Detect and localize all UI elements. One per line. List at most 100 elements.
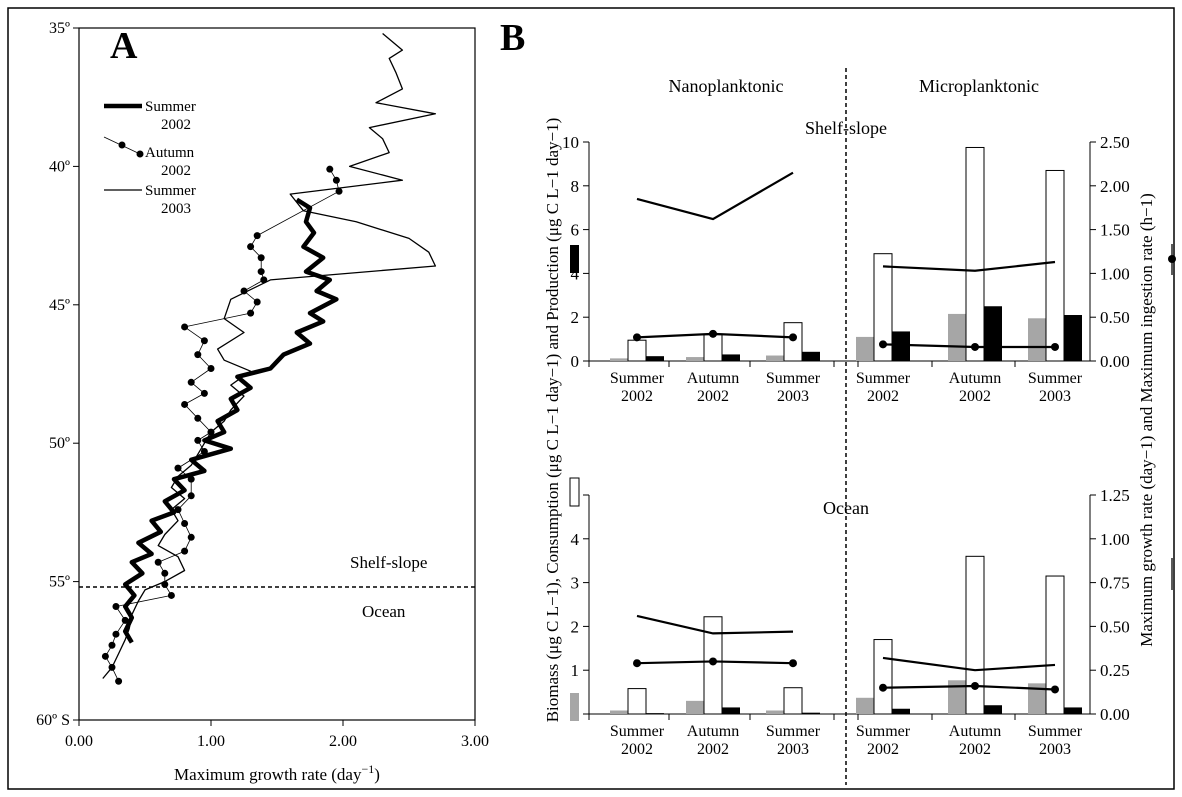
data-point-autumn-2002 (187, 492, 195, 500)
data-point-autumn-2002 (161, 569, 169, 577)
panel-b-lines (633, 171, 1059, 694)
data-point-autumn-2002 (200, 448, 208, 456)
data-point-autumn-2002 (112, 630, 120, 638)
data-point-autumn-2002 (257, 254, 265, 262)
panel-b-right-axis-label: Maximum growth rate (day−1) and Maximum … (1137, 193, 1156, 647)
row-label-shelf-slope: Shelf-slope (805, 118, 887, 138)
group-label-line1: Summer (610, 723, 665, 740)
bar-biomass (610, 358, 628, 361)
data-point-autumn-2002 (200, 389, 208, 397)
bar-production (722, 354, 740, 361)
bar-production (802, 712, 820, 714)
data-point-autumn-2002 (154, 558, 162, 566)
legend-label-autumn-2002-line2: 2002 (161, 163, 191, 179)
series-line-summer-2002 (122, 197, 339, 644)
panel-a-y-axis: 35º 40º 45º 50º 55º 60º S (36, 20, 79, 729)
bar-production (646, 356, 664, 361)
legend-swatch-consumption (569, 477, 580, 507)
bar-production (646, 713, 664, 714)
group-label-line1: Autumn (687, 723, 739, 740)
data-point-autumn-2002 (108, 641, 116, 649)
data-point-autumn-2002 (253, 298, 261, 306)
left-y-tick-label: 4 (571, 530, 580, 549)
y-tick-label: 55º (49, 574, 70, 591)
point-max-ingestion-rate (789, 659, 797, 668)
column-label-nanoplanktonic: Nanoplanktonic (669, 76, 784, 96)
legend-label-summer-2002-line2: 2002 (161, 117, 191, 133)
group-label-line2: 2002 (697, 388, 729, 405)
region-label-ocean: Ocean (362, 602, 406, 621)
group-label-line1: Summer (1028, 370, 1083, 387)
bar-consumption (965, 555, 985, 715)
panel-a-letter: A (110, 25, 138, 67)
group-label-line2: 2003 (777, 741, 809, 758)
data-point-autumn-2002 (174, 464, 182, 472)
group-label-line1: Autumn (687, 370, 739, 387)
y-tick-label: 35º (49, 20, 70, 37)
point-max-ingestion-rate (633, 333, 641, 342)
line-max-growth-rate (636, 171, 794, 221)
right-y-tick-label: 0.50 (1100, 308, 1130, 327)
legend-label-summer-2003-line1: Summer (145, 183, 196, 199)
data-point-autumn-2002 (335, 187, 343, 195)
data-point-autumn-2002 (247, 243, 255, 251)
bar-biomass (610, 710, 628, 714)
point-max-ingestion-rate (879, 340, 887, 349)
x-tick-label: 1.00 (197, 733, 225, 750)
point-max-ingestion-rate (971, 681, 979, 690)
line-max-growth-rate (882, 656, 1056, 672)
data-point-autumn-2002 (187, 378, 195, 386)
bar-biomass (856, 336, 874, 361)
right-y-tick-label: 2.00 (1100, 177, 1130, 196)
panel-a-plot-area (78, 27, 476, 721)
data-point-autumn-2002 (257, 268, 265, 276)
bar-consumption (965, 146, 985, 362)
legend-swatch-production (570, 245, 579, 273)
right-y-tick-label: 1.50 (1100, 221, 1130, 240)
bar-production (984, 306, 1002, 361)
data-point-autumn-2002 (115, 677, 123, 685)
y-tick-label: 45º (49, 297, 70, 314)
bar-production (984, 705, 1002, 714)
group-label-line2: 2003 (1039, 741, 1071, 758)
group-label-line2: 2002 (621, 741, 653, 758)
data-point-autumn-2002 (187, 475, 195, 483)
data-point-autumn-2002 (194, 351, 202, 359)
left-y-tick-label: 4 (571, 264, 580, 283)
point-max-ingestion-rate (709, 657, 717, 666)
point-max-ingestion-rate (789, 333, 797, 342)
x-tick-label: 2.00 (329, 733, 357, 750)
group-label-line1: Autumn (949, 723, 1001, 740)
group-label-line1: Summer (766, 723, 821, 740)
right-y-tick-label: 0.75 (1100, 574, 1130, 593)
legend-marker-autumn-2002 (136, 150, 144, 158)
bar-consumption (783, 687, 803, 715)
legend-label-summer-2002-line1: Summer (145, 99, 196, 115)
panel-b-group-labels: Summer2002Autumn2002Summer2003Summer2002… (610, 370, 1083, 758)
data-point-autumn-2002 (121, 616, 129, 624)
legend-marker-autumn-2002 (118, 141, 126, 149)
bar-biomass (686, 357, 704, 361)
left-y-tick-label: 3 (571, 574, 580, 593)
bar-production (1064, 315, 1082, 361)
right-y-tick-label: 2.50 (1100, 133, 1130, 152)
line-max-growth-rate (882, 260, 1056, 272)
data-point-autumn-2002 (112, 603, 120, 611)
group-label-line2: 2003 (777, 388, 809, 405)
group-label-line1: Summer (766, 370, 821, 387)
column-label-microplanktonic: Microplanktonic (919, 76, 1039, 96)
y-tick-label: 50º (49, 435, 70, 452)
bar-consumption (873, 639, 893, 715)
data-point-autumn-2002 (207, 364, 215, 372)
data-point-autumn-2002 (194, 436, 202, 444)
bar-production (802, 351, 820, 361)
data-point-autumn-2002 (332, 176, 340, 184)
bar-consumption (1045, 575, 1065, 715)
region-label-shelf-slope: Shelf-slope (350, 553, 427, 572)
legend-swatch-biomass (570, 693, 579, 721)
figure-frame (7, 7, 1175, 790)
group-label-line1: Autumn (949, 370, 1001, 387)
panel-b-ticks: 00.0020.5041.0061.5082.00102.5000.0010.2… (562, 133, 1130, 724)
group-label-line2: 2002 (621, 388, 653, 405)
